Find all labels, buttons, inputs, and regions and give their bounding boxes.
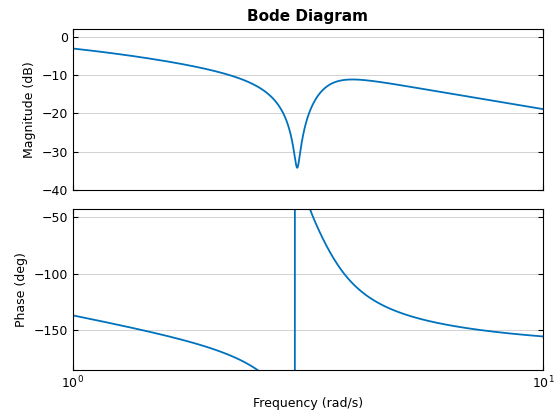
Y-axis label: Phase (deg): Phase (deg) [15,252,28,327]
X-axis label: Frequency (rad/s): Frequency (rad/s) [253,396,363,410]
Y-axis label: Magnitude (dB): Magnitude (dB) [23,61,36,158]
Title: Bode Diagram: Bode Diagram [248,9,368,24]
